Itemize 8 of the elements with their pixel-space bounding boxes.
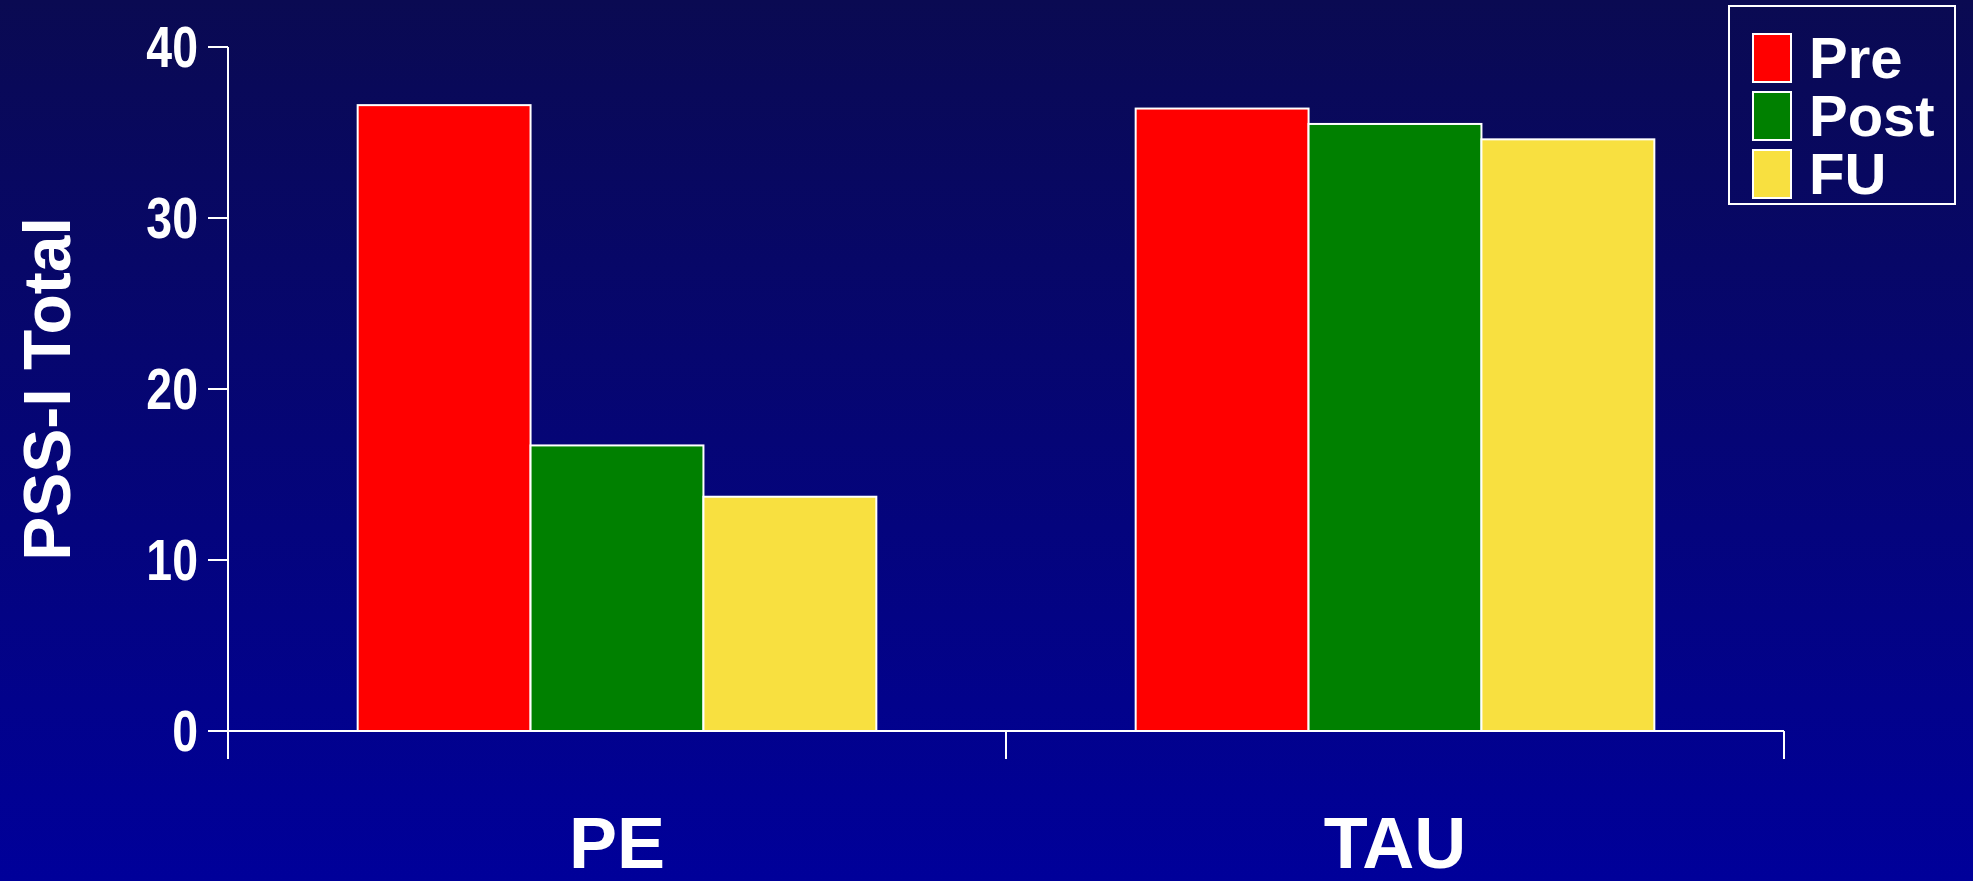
y-tick-label: 0 — [172, 698, 198, 764]
y-axis-title: PSS-I Total — [10, 217, 84, 561]
y-tick-label: 20 — [146, 356, 198, 422]
y-tick-label: 40 — [146, 14, 198, 80]
y-tick-label: 30 — [146, 185, 198, 251]
y-tick-label: 10 — [146, 527, 198, 593]
x-tick-label: PE — [568, 803, 666, 881]
x-tick-label: TAU — [1323, 803, 1467, 881]
